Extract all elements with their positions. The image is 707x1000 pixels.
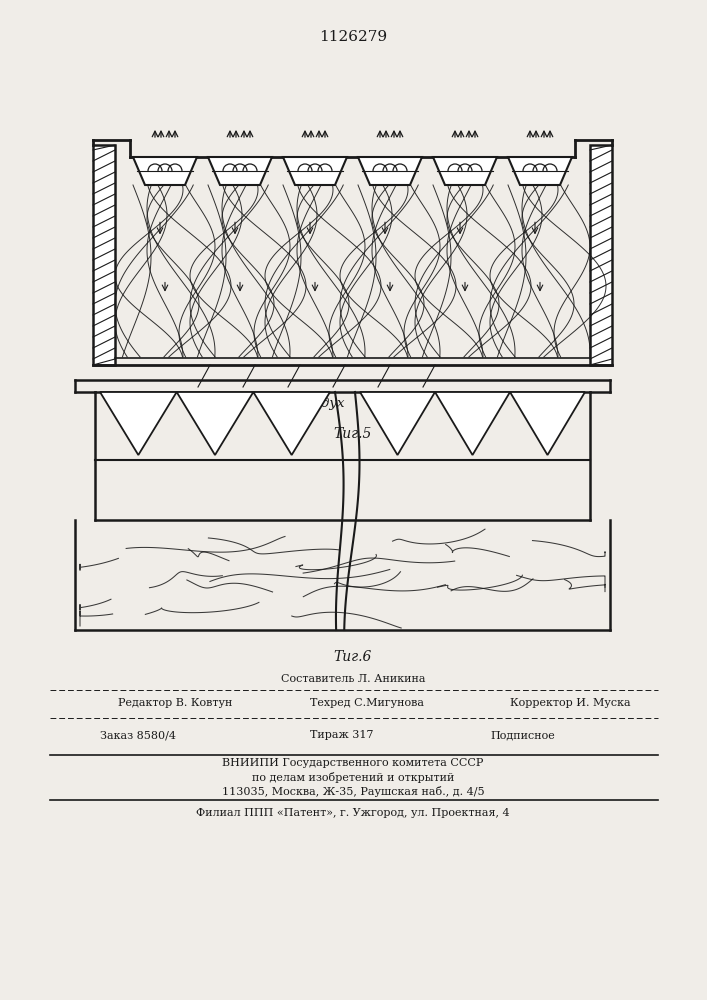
Polygon shape [208,157,272,185]
Text: Τиг.5: Τиг.5 [334,427,372,441]
Polygon shape [100,392,177,455]
Bar [93,145,115,365]
Polygon shape [358,157,422,185]
Polygon shape [433,157,497,185]
Bar [590,145,612,365]
Polygon shape [508,157,572,185]
Text: ВНИИПИ Государственного комитета СССР: ВНИИПИ Государственного комитета СССР [222,758,484,768]
Text: 113035, Москва, Ж-35, Раушская наб., д. 4/5: 113035, Москва, Ж-35, Раушская наб., д. … [222,786,484,797]
Text: Филиал ППП «Патент», г. Ужгород, ул. Проектная, 4: Филиал ППП «Патент», г. Ужгород, ул. Про… [196,808,510,818]
Text: Редактор В. Ковтун: Редактор В. Ковтун [118,698,233,708]
Text: Корректор И. Муска: Корректор И. Муска [510,698,631,708]
Polygon shape [360,392,435,455]
Text: Заказ 8580/4: Заказ 8580/4 [100,730,176,740]
Text: Воздух: Воздух [296,397,344,410]
Polygon shape [435,392,510,455]
Text: Подписное: Подписное [490,730,555,740]
Text: по делам изобретений и открытий: по делам изобретений и открытий [252,772,454,783]
Polygon shape [133,157,197,185]
Text: Тираж 317: Тираж 317 [310,730,373,740]
Text: Τиг.6: Τиг.6 [334,650,372,664]
Polygon shape [510,392,585,455]
Text: 1126279: 1126279 [319,30,387,44]
Polygon shape [177,392,253,455]
Polygon shape [283,157,347,185]
Text: Техред С.Мигунова: Техред С.Мигунова [310,698,424,708]
Text: Составитель Л. Аникина: Составитель Л. Аникина [281,674,425,684]
Polygon shape [253,392,330,455]
